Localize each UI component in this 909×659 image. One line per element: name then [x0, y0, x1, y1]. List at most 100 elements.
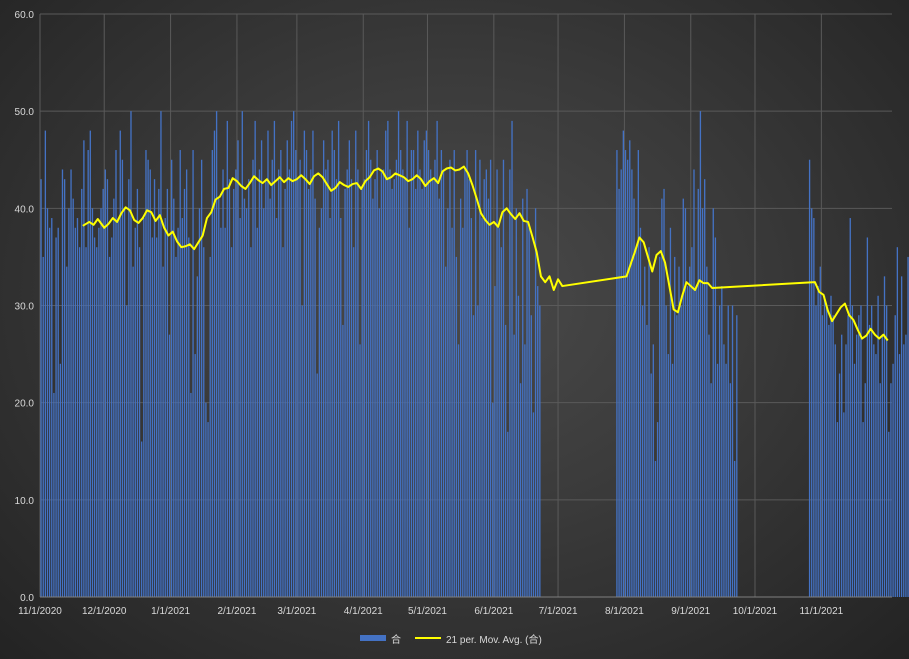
x-tick-label: 4/1/2021	[344, 606, 383, 617]
bar	[896, 247, 899, 597]
bar	[663, 188, 665, 597]
bar	[211, 150, 213, 597]
bar	[93, 237, 96, 598]
bar	[489, 159, 492, 597]
bar	[410, 150, 413, 597]
bar	[162, 266, 164, 597]
bar	[254, 120, 256, 597]
bar	[474, 150, 477, 597]
bar	[177, 227, 179, 597]
bar	[164, 218, 166, 598]
bar	[280, 150, 282, 597]
y-tick-label: 40.0	[15, 204, 35, 215]
bar	[425, 130, 428, 597]
bar	[385, 130, 387, 597]
bar	[434, 159, 436, 597]
bar	[821, 315, 824, 597]
bar	[699, 111, 702, 598]
bar	[387, 120, 389, 597]
x-tick-label: 2/1/2021	[217, 606, 256, 617]
bar	[374, 179, 376, 597]
bar	[733, 460, 736, 597]
bar	[873, 344, 875, 597]
bar	[633, 198, 635, 597]
bar	[714, 237, 717, 598]
bar	[322, 140, 325, 597]
bar	[290, 120, 293, 597]
bar	[269, 198, 271, 597]
bar	[243, 198, 246, 597]
bar	[826, 305, 828, 597]
bar	[260, 140, 263, 597]
bar	[671, 363, 674, 597]
bar	[297, 179, 299, 597]
bar	[674, 256, 676, 597]
bar	[342, 324, 344, 597]
bar	[352, 247, 355, 597]
bar	[479, 159, 481, 597]
bar	[706, 266, 708, 597]
bar	[61, 169, 64, 597]
bar	[519, 383, 522, 597]
bar	[483, 179, 485, 597]
bar	[646, 324, 648, 597]
bar	[526, 188, 528, 597]
bar	[534, 208, 537, 597]
bar	[830, 295, 832, 597]
bar	[380, 169, 383, 597]
bar	[104, 169, 106, 597]
bar	[402, 169, 404, 597]
bar	[130, 111, 132, 598]
bar	[504, 324, 507, 597]
bar	[808, 159, 811, 597]
bar	[70, 169, 72, 597]
bar	[652, 344, 654, 597]
bar	[42, 256, 44, 597]
bar	[55, 237, 57, 598]
bar	[496, 169, 498, 597]
bar	[626, 159, 629, 597]
bar	[359, 344, 361, 597]
bar	[252, 159, 254, 597]
bar	[841, 334, 843, 597]
bar	[470, 218, 473, 598]
bar-series	[40, 111, 909, 598]
bar	[445, 266, 447, 597]
bar	[181, 218, 184, 598]
bar	[100, 208, 102, 597]
bar	[661, 198, 663, 597]
y-tick-label: 30.0	[15, 302, 35, 313]
bar	[239, 218, 241, 598]
bar	[205, 402, 207, 597]
bar	[481, 218, 483, 598]
bar	[361, 188, 363, 597]
bar	[284, 188, 286, 597]
bar	[273, 120, 276, 597]
bar	[357, 169, 359, 597]
x-tick-label: 10/1/2021	[733, 606, 778, 617]
bar	[719, 305, 721, 597]
bar	[716, 363, 719, 597]
bar	[303, 130, 306, 597]
bar	[282, 247, 284, 597]
bar	[436, 120, 438, 597]
bar	[883, 276, 886, 597]
bar	[271, 159, 273, 597]
bar	[440, 150, 443, 597]
y-tick-label: 50.0	[15, 107, 35, 118]
bar	[153, 179, 156, 597]
bar	[188, 237, 190, 598]
bar	[622, 130, 625, 597]
bar	[900, 276, 903, 597]
bar	[348, 140, 350, 597]
bar	[327, 159, 329, 597]
bar	[648, 247, 650, 597]
bar	[59, 363, 61, 597]
bar	[215, 111, 218, 598]
bar	[389, 169, 391, 597]
bar	[83, 140, 85, 597]
bar	[295, 150, 297, 597]
bar	[851, 305, 854, 597]
bar	[121, 159, 124, 597]
bar	[682, 198, 684, 597]
